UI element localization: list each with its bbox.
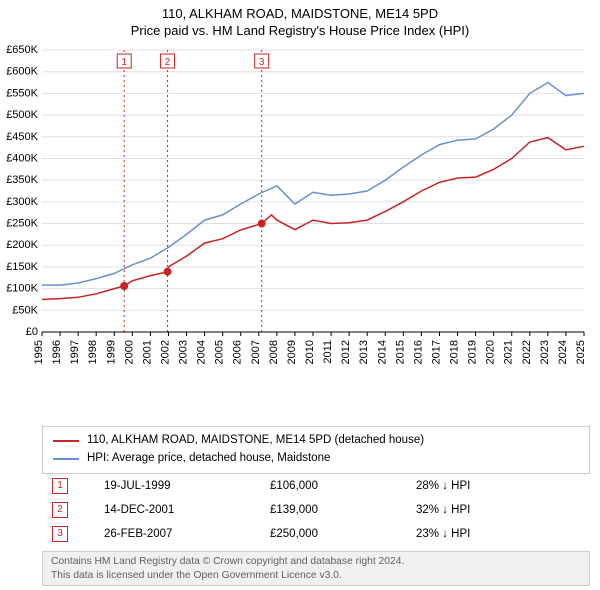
- x-tick-label: 2018: [449, 340, 461, 364]
- y-tick-label: £50K: [12, 304, 38, 316]
- sale-pct-vs-hpi: 23% ↓ HPI: [416, 528, 526, 540]
- title-line-1: 110, ALKHAM ROAD, MAIDSTONE, ME14 5PD: [0, 6, 600, 23]
- x-tick-label: 2003: [178, 340, 190, 364]
- footer-attribution: Contains HM Land Registry data © Crown c…: [42, 551, 590, 586]
- sale-price: £250,000: [270, 528, 380, 540]
- x-tick-label: 2008: [268, 340, 280, 364]
- x-tick-label: 2016: [412, 340, 424, 364]
- legend-swatch: [53, 458, 79, 460]
- x-tick-label: 2007: [250, 340, 262, 364]
- x-tick-label: 1995: [33, 340, 45, 364]
- x-tick-label: 2019: [467, 340, 479, 364]
- x-tick-label: 1999: [105, 340, 117, 364]
- sale-price: £139,000: [270, 504, 380, 516]
- y-tick-label: £0: [26, 326, 38, 338]
- x-tick-label: 2010: [304, 340, 316, 364]
- sale-dot: [164, 268, 172, 276]
- sale-pct-vs-hpi: 28% ↓ HPI: [416, 480, 526, 492]
- x-tick-label: 2006: [232, 340, 244, 364]
- sale-date: 14-DEC-2001: [104, 504, 234, 516]
- y-tick-label: £500K: [6, 109, 38, 121]
- x-tick-label: 2012: [340, 340, 352, 364]
- y-tick-label: £100K: [6, 283, 38, 295]
- sale-label-idx: 2: [165, 57, 171, 68]
- sale-label-idx: 3: [259, 57, 265, 68]
- y-tick-label: £300K: [6, 196, 38, 208]
- x-tick-label: 2021: [503, 340, 515, 364]
- y-tick-label: £250K: [6, 218, 38, 230]
- x-tick-label: 2017: [430, 340, 442, 364]
- y-tick-label: £650K: [6, 44, 38, 56]
- x-tick-label: 1998: [87, 340, 99, 364]
- x-tick-label: 2004: [196, 340, 208, 364]
- legend-row: 110, ALKHAM ROAD, MAIDSTONE, ME14 5PD (d…: [53, 432, 579, 450]
- y-tick-label: £600K: [6, 66, 38, 78]
- chart-svg: £0£50K£100K£150K£200K£250K£300K£350K£400…: [42, 48, 590, 378]
- x-tick-label: 2000: [123, 340, 135, 364]
- sale-marker: 3: [52, 526, 68, 542]
- legend-box: 110, ALKHAM ROAD, MAIDSTONE, ME14 5PD (d…: [42, 426, 590, 474]
- x-tick-label: 2025: [575, 340, 587, 364]
- legend-label: 110, ALKHAM ROAD, MAIDSTONE, ME14 5PD (d…: [87, 432, 424, 450]
- footer-line-2: This data is licensed under the Open Gov…: [51, 569, 581, 582]
- sale-marker: 2: [52, 502, 68, 518]
- sale-dot: [258, 220, 266, 228]
- x-tick-label: 1996: [51, 340, 63, 364]
- sale-date: 26-FEB-2007: [104, 528, 234, 540]
- sale-marker: 1: [52, 478, 68, 494]
- x-tick-label: 1997: [69, 340, 81, 364]
- sale-label-idx: 1: [121, 57, 127, 68]
- title-line-2: Price paid vs. HM Land Registry's House …: [0, 23, 600, 40]
- legend-row: HPI: Average price, detached house, Maid…: [53, 450, 579, 468]
- y-tick-label: £400K: [6, 152, 38, 164]
- x-tick-label: 2009: [286, 340, 298, 364]
- series-property: [42, 138, 584, 300]
- sales-row: 3 26-FEB-2007 £250,000 23% ↓ HPI: [52, 526, 580, 542]
- y-tick-label: £150K: [6, 261, 38, 273]
- x-tick-label: 2015: [394, 340, 406, 364]
- price-chart: £0£50K£100K£150K£200K£250K£300K£350K£400…: [42, 48, 590, 378]
- footer-line-1: Contains HM Land Registry data © Crown c…: [51, 555, 581, 568]
- x-tick-label: 2024: [557, 340, 569, 364]
- sale-dot: [120, 282, 128, 290]
- sale-price: £106,000: [270, 480, 380, 492]
- y-tick-label: £550K: [6, 87, 38, 99]
- y-tick-label: £450K: [6, 131, 38, 143]
- sale-pct-vs-hpi: 32% ↓ HPI: [416, 504, 526, 516]
- x-tick-label: 2022: [521, 340, 533, 364]
- x-tick-label: 2023: [539, 340, 551, 364]
- x-tick-label: 2002: [159, 340, 171, 364]
- sale-date: 19-JUL-1999: [104, 480, 234, 492]
- x-tick-label: 2011: [322, 340, 334, 364]
- series-hpi: [42, 83, 584, 286]
- legend-swatch: [53, 440, 79, 442]
- sales-row: 2 14-DEC-2001 £139,000 32% ↓ HPI: [52, 502, 580, 518]
- legend-label: HPI: Average price, detached house, Maid…: [87, 450, 330, 468]
- x-tick-label: 2020: [485, 340, 497, 364]
- y-tick-label: £350K: [6, 174, 38, 186]
- sales-table: 1 19-JUL-1999 £106,000 28% ↓ HPI 2 14-DEC-200…: [42, 472, 590, 552]
- x-tick-label: 2001: [141, 340, 153, 364]
- sales-row: 1 19-JUL-1999 £106,000 28% ↓ HPI: [52, 478, 580, 494]
- chart-title-block: 110, ALKHAM ROAD, MAIDSTONE, ME14 5PD Pr…: [0, 0, 600, 40]
- x-tick-label: 2005: [214, 340, 226, 364]
- x-tick-label: 2014: [376, 340, 388, 364]
- x-tick-label: 2013: [358, 340, 370, 364]
- y-tick-label: £200K: [6, 239, 38, 251]
